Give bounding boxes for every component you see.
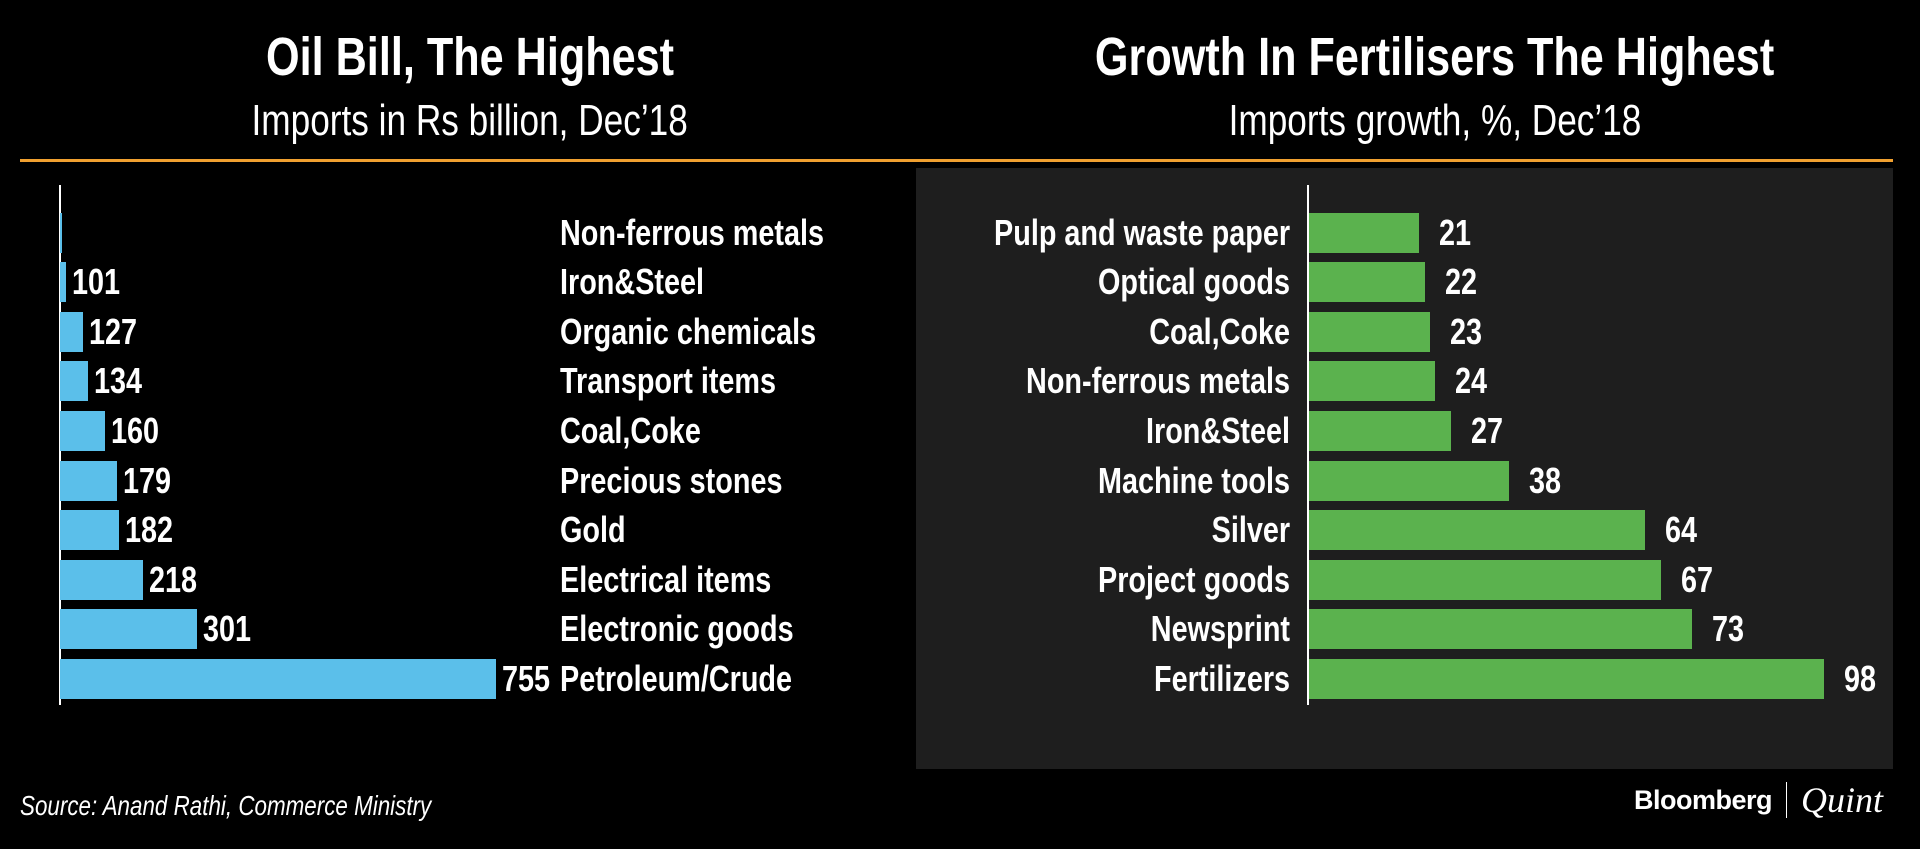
value-label: 301 — [203, 608, 252, 650]
value-label: 24 — [1455, 360, 1488, 402]
left-chart-subtitle: Imports in Rs billion, Dec’18 — [251, 96, 689, 145]
bar — [1309, 411, 1451, 451]
category-label: Coal,Coke — [1149, 310, 1290, 352]
logo-bloomberg: Bloomberg — [1634, 784, 1773, 815]
value-label: 22 — [1444, 261, 1477, 303]
category-label: Machine tools — [1097, 459, 1290, 501]
value-label: 101 — [71, 261, 120, 303]
bar — [1309, 212, 1420, 253]
right-chart-axis — [1307, 185, 1309, 705]
category-label: Project goods — [1097, 558, 1290, 600]
value-label: 127 — [89, 310, 138, 352]
logo-quint: Quint — [1801, 780, 1884, 820]
bar — [60, 311, 84, 352]
bar — [1309, 559, 1661, 600]
category-label: Fertilizers — [1153, 658, 1290, 699]
right-chart-title: Growth In Fertilisers The Highest — [1095, 27, 1775, 87]
value-label: 134 — [93, 360, 142, 402]
category-label: Electronic goods — [560, 608, 794, 650]
bloomberg-quint-logo: Bloomberg Quint — [1634, 780, 1883, 820]
bar — [60, 659, 496, 699]
value-label: 73 — [1712, 608, 1745, 650]
bar — [60, 411, 105, 451]
logo-separator — [1786, 782, 1788, 818]
value-label: 23 — [1449, 310, 1482, 352]
value-label: 64 — [1665, 509, 1698, 551]
bar — [1309, 659, 1824, 699]
category-label: Coal,Coke — [560, 410, 701, 451]
bar — [60, 510, 120, 551]
category-label: Non-ferrous metals — [1025, 360, 1290, 402]
bar — [60, 361, 88, 402]
left-chart-title: Oil Bill, The Highest — [265, 27, 675, 87]
bar — [1309, 361, 1435, 402]
value-label: 21 — [1439, 211, 1472, 253]
category-label: Newsprint — [1150, 608, 1290, 650]
category-label: Silver — [1211, 509, 1290, 551]
category-label: Pulp and waste paper — [993, 211, 1290, 253]
category-label: Precious stones — [560, 459, 783, 501]
value-label: 182 — [125, 509, 174, 551]
bar — [60, 262, 66, 303]
bar — [60, 609, 198, 650]
divider-rule — [20, 159, 1893, 162]
bar — [60, 212, 62, 253]
category-label: Non-ferrous metals — [560, 211, 825, 253]
value-label: 27 — [1470, 410, 1503, 451]
value-label: 38 — [1528, 459, 1561, 501]
value-label: 179 — [123, 459, 172, 501]
bar — [60, 559, 143, 600]
bar — [1309, 460, 1509, 501]
value-label: 67 — [1680, 558, 1713, 600]
bar — [60, 460, 118, 501]
bar — [1309, 609, 1693, 650]
value-label: 98 — [1843, 658, 1876, 699]
category-label: Organic chemicals — [560, 310, 817, 352]
category-label: Gold — [560, 509, 626, 551]
source-note: Source: Anand Rathi, Commerce Ministry — [20, 790, 432, 821]
category-label: Iron&Steel — [560, 261, 705, 303]
value-label: 160 — [110, 410, 159, 451]
category-label: Optical goods — [1097, 261, 1290, 303]
right-chart-subtitle: Imports growth, %, Dec’18 — [1228, 96, 1642, 145]
category-label: Electrical items — [560, 558, 772, 600]
category-label: Petroleum/Crude — [560, 658, 793, 699]
bar — [1309, 262, 1425, 303]
bar — [1309, 311, 1430, 352]
bar — [1309, 510, 1645, 551]
category-label: Iron&Steel — [1145, 410, 1290, 451]
value-label: 755 — [502, 658, 551, 699]
category-label: Transport items — [560, 360, 777, 402]
value-label: 218 — [148, 558, 197, 600]
